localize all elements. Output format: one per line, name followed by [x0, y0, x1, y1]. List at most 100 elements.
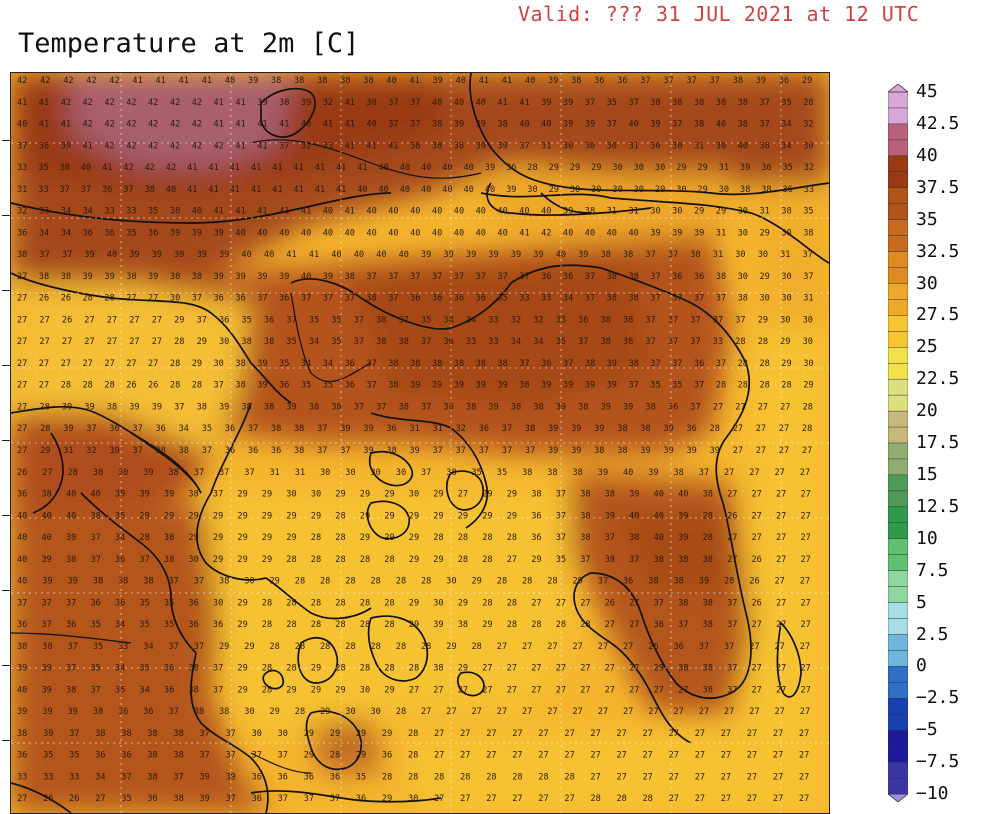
grid-temperature-value: 31	[433, 424, 443, 434]
grid-temperature-value: 39	[363, 446, 373, 456]
grid-temperature-value: 27	[547, 707, 557, 717]
grid-temperature-value: 37	[668, 337, 678, 347]
grid-temperature-value: 40	[432, 207, 442, 217]
grid-temperature-value: 37	[650, 272, 660, 282]
grid-temperature-value: 39	[63, 424, 73, 434]
grid-temperature-value: 41	[410, 76, 420, 86]
colorbar-tick-label: 27.5	[916, 304, 960, 326]
grid-temperature-value: 28	[295, 707, 305, 717]
grid-temperature-value: 40	[388, 207, 398, 217]
grid-temperature-value: 41	[251, 185, 261, 195]
grid-temperature-value: 32	[17, 207, 27, 217]
grid-temperature-value: 38	[623, 315, 633, 325]
temperature-map[interactable]: 42 42 42 42 42 41 41 41 41 40 39 38 38 38 38 38 40 41 39 40…	[10, 72, 830, 814]
grid-temperature-value: 29	[311, 664, 321, 674]
grid-temperature-value: 26	[727, 511, 737, 521]
grid-temperature-value: 40	[376, 250, 386, 260]
grid-temperature-value: 27	[752, 490, 762, 500]
grid-temperature-value: 26	[605, 598, 615, 608]
grid-temperature-value: 38	[607, 294, 617, 304]
grid-temperature-value: 39	[68, 577, 78, 587]
grid-temperature-value: 30	[738, 228, 748, 238]
grid-temperature-value: 27	[695, 729, 705, 739]
grid-temperature-value: 27	[776, 533, 786, 543]
grid-temperature-value: 36	[95, 751, 105, 761]
grid-temperature-value: 30	[360, 685, 370, 695]
grid-temperature-value: 26	[39, 294, 49, 304]
grid-temperature-value: 35	[783, 163, 793, 173]
grid-temperature-value: 39	[485, 163, 495, 173]
grid-temperature-value: 39	[219, 250, 229, 260]
grid-temperature-value: 39	[476, 120, 486, 130]
grid-temperature-value: 38	[241, 337, 251, 347]
grid-temperature-value: 38	[645, 403, 655, 413]
grid-temperature-value: 31	[607, 207, 617, 217]
grid-temperature-value: 28	[716, 381, 726, 391]
grid-temperature-value: 36	[345, 381, 355, 391]
grid-temperature-value: 38	[601, 337, 611, 347]
grid-temperature-value: 42	[109, 76, 119, 86]
grid-temperature-value: 39	[248, 76, 258, 86]
grid-temperature-value: 38	[522, 468, 532, 478]
grid-temperature-value: 37	[278, 794, 288, 804]
grid-temperature-value: 29	[716, 207, 726, 217]
grid-temperature-value: 27	[756, 424, 766, 434]
grid-temperature-value: 30	[371, 707, 381, 717]
grid-temperature-value: 37	[735, 315, 745, 325]
grid-temperature-value: 29	[409, 533, 419, 543]
colorbar-segment	[888, 362, 908, 380]
grid-temperature-value: 28	[384, 555, 394, 565]
grid-temperature-value: 27	[747, 729, 757, 739]
grid-temperature-value: 28	[68, 468, 78, 478]
grid-temperature-value: 27	[727, 555, 737, 565]
grid-temperature-value: 42	[192, 120, 202, 130]
colorbar-tick-label: 12.5	[916, 495, 960, 517]
grid-temperature-value: 38	[173, 794, 183, 804]
grid-temperature-value: 37	[727, 685, 737, 695]
grid-temperature-value: 40	[345, 228, 355, 238]
grid-temperature-value: 39	[511, 250, 521, 260]
grid-temperature-value: 36	[531, 533, 541, 543]
grid-temperature-value: 27	[446, 707, 456, 717]
grid-temperature-value: 39	[152, 403, 162, 413]
grid-temperature-value: 39	[548, 446, 558, 456]
grid-temperature-value: 28	[458, 555, 468, 565]
grid-temperature-value: 40	[454, 228, 464, 238]
grid-temperature-value: 29	[409, 555, 419, 565]
grid-temperature-value: 27	[598, 707, 608, 717]
grid-temperature-value: 33	[713, 337, 723, 347]
grid-temperature-value: 34	[83, 207, 93, 217]
grid-temperature-value: 41	[366, 141, 376, 151]
grid-temperature-value: 29	[760, 228, 770, 238]
grid-temperature-value: 28	[384, 620, 394, 630]
grid-temperature-value: 39	[84, 403, 94, 413]
grid-temperature-value: 39	[629, 490, 639, 500]
grid-temperature-value: 38	[66, 555, 76, 565]
grid-temperature-value: 27	[749, 468, 759, 478]
grid-temperature-value: 30	[634, 163, 644, 173]
grid-temperature-value: 27	[512, 751, 522, 761]
grid-temperature-value: 37	[672, 359, 682, 369]
grid-temperature-value: 27	[758, 403, 768, 413]
grid-temperature-value: 30	[345, 468, 355, 478]
grid-temperature-value: 29	[802, 76, 812, 86]
colorbar-segment	[888, 713, 908, 731]
grid-temperature-value: 37	[585, 272, 595, 282]
grid-temperature-value: 32	[511, 315, 521, 325]
grid-temperature-value: 29	[382, 729, 392, 739]
grid-temperature-value: 41	[345, 141, 355, 151]
grid-temperature-value: 31	[803, 294, 813, 304]
grid-temperature-value: 39	[192, 228, 202, 238]
grid-temperature-value: 38	[121, 729, 131, 739]
grid-temperature-value: 38	[294, 424, 304, 434]
grid-temperature-value: 37	[366, 381, 376, 391]
grid-temperature-value: 27	[61, 359, 71, 369]
grid-temperature-value: 42	[192, 141, 202, 151]
grid-temperature-value: 27	[547, 642, 557, 652]
grid-temperature-value: 27	[507, 664, 517, 674]
grid-temperature-value: 40	[421, 163, 431, 173]
grid-temperature-value: 37	[716, 359, 726, 369]
grid-temperature-value: 36	[264, 315, 274, 325]
grid-temperature-value: 39	[585, 381, 595, 391]
grid-temperature-value: 36	[188, 598, 198, 608]
